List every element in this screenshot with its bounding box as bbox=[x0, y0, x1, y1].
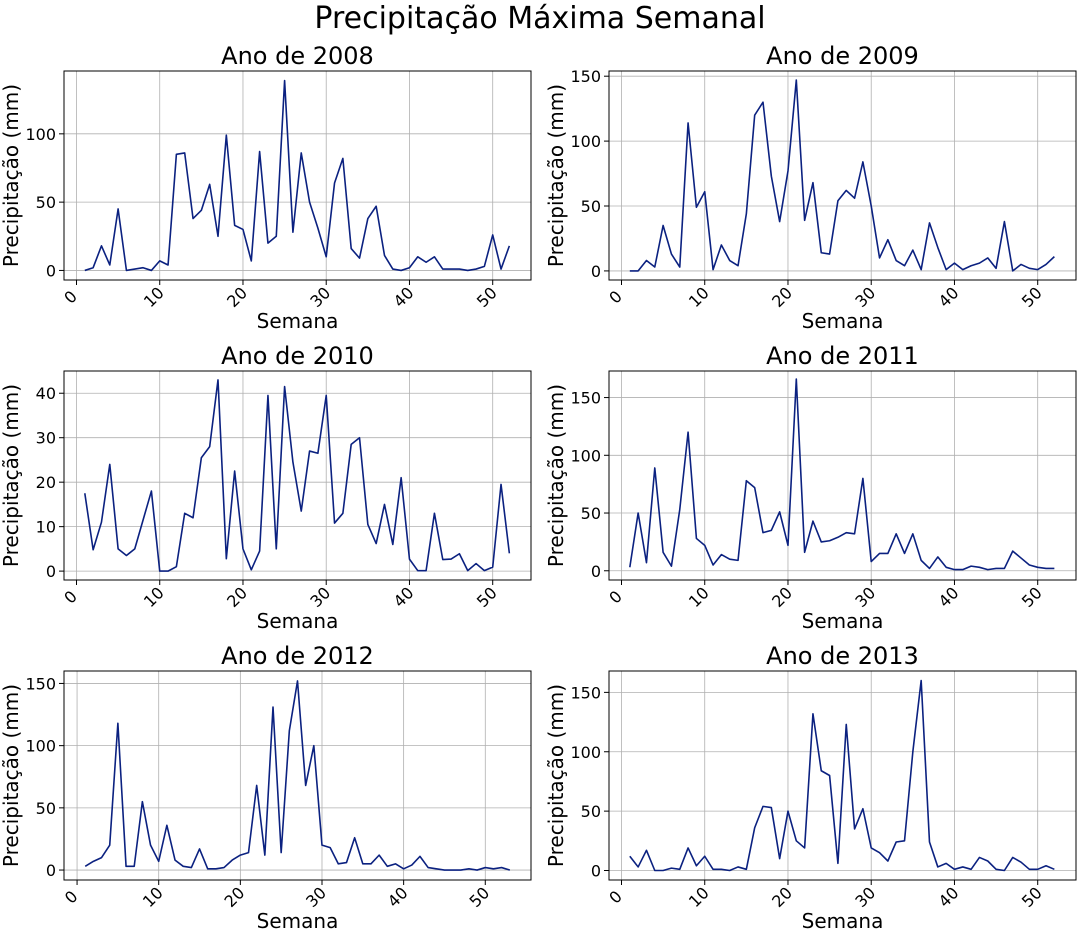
y-tick-label: 0 bbox=[591, 562, 601, 581]
x-tick-label: 0 bbox=[60, 287, 81, 308]
y-tick-label: 150 bbox=[25, 674, 56, 693]
x-tick-label: 30 bbox=[851, 283, 879, 311]
axes-frame bbox=[608, 370, 1077, 581]
x-tick-label: 10 bbox=[685, 883, 713, 911]
y-axis-label: Precipitação (mm) bbox=[0, 684, 23, 867]
data-line bbox=[84, 680, 511, 871]
y-axis-label: Precipitação (mm) bbox=[544, 684, 568, 867]
y-tick-label: 10 bbox=[36, 518, 56, 537]
x-tick-label: 40 bbox=[935, 883, 963, 911]
y-tick-label: 100 bbox=[25, 737, 56, 756]
data-line bbox=[84, 379, 511, 572]
x-axis-label: Semana bbox=[257, 309, 339, 333]
subplot-title: Ano de 2009 bbox=[766, 42, 919, 70]
x-tick-label: 20 bbox=[768, 583, 796, 611]
x-tick-label: 30 bbox=[851, 583, 879, 611]
x-tick-label: 40 bbox=[935, 583, 963, 611]
axes-frame bbox=[63, 370, 532, 581]
x-axis-label: Semana bbox=[802, 309, 884, 333]
x-tick-label: 0 bbox=[60, 587, 81, 608]
data-line bbox=[629, 79, 1055, 272]
subplot-title: Ano de 2011 bbox=[766, 342, 919, 370]
subplot-6: 0 10 20 30 40 50 0 50 100 150 Ano de 2013 Semana Pre… bbox=[544, 642, 1077, 933]
y-tick-label: 150 bbox=[570, 389, 601, 408]
y-tick-label: 50 bbox=[581, 197, 601, 216]
y-tick-label: 50 bbox=[581, 802, 601, 821]
x-axis-label: Semana bbox=[257, 909, 339, 933]
axes-frame bbox=[608, 70, 1077, 281]
subplot-5: 0 10 20 30 40 50 0 50 100 150 Ano de 2012 Semana Pre… bbox=[0, 642, 532, 933]
y-tick-label: 150 bbox=[570, 67, 601, 86]
x-tick-label: 30 bbox=[302, 883, 330, 911]
x-tick-label: 0 bbox=[605, 887, 626, 908]
x-tick-label: 30 bbox=[306, 583, 334, 611]
y-tick-label: 100 bbox=[570, 132, 601, 151]
subplot-2: 0 10 20 30 40 50 0 50 100 150 Ano de 2009 Semana Pre… bbox=[544, 42, 1077, 333]
axes-frame bbox=[63, 670, 532, 881]
axes-frame bbox=[63, 70, 532, 281]
subplot-1: 0 10 20 30 40 50 0 50 100 Ano de 2008 Semana Precip… bbox=[0, 42, 532, 333]
x-tick-label: 50 bbox=[1018, 883, 1046, 911]
x-axis-label: Semana bbox=[257, 609, 339, 633]
subplot-title: Ano de 2013 bbox=[766, 642, 919, 670]
y-tick-label: 0 bbox=[46, 562, 56, 581]
x-tick-label: 10 bbox=[139, 883, 167, 911]
x-tick-label: 50 bbox=[1018, 583, 1046, 611]
x-tick-label: 20 bbox=[768, 883, 796, 911]
subplot-title: Ano de 2010 bbox=[221, 342, 374, 370]
x-tick-label: 40 bbox=[390, 583, 418, 611]
x-tick-label: 40 bbox=[935, 283, 963, 311]
subplot-4: 0 10 20 30 40 50 0 50 100 150 Ano de 2011 Semana Pre… bbox=[544, 342, 1077, 633]
subplot-title: Ano de 2012 bbox=[221, 642, 374, 670]
x-tick-label: 0 bbox=[605, 287, 626, 308]
x-tick-label: 10 bbox=[685, 583, 713, 611]
x-axis-label: Semana bbox=[802, 609, 884, 633]
subplot-title: Ano de 2008 bbox=[221, 42, 374, 70]
x-tick-label: 10 bbox=[140, 283, 168, 311]
x-tick-label: 50 bbox=[1018, 283, 1046, 311]
x-tick-label: 10 bbox=[140, 583, 168, 611]
y-tick-label: 150 bbox=[570, 683, 601, 702]
y-axis-label: Precipitação (mm) bbox=[0, 84, 23, 267]
x-tick-label: 40 bbox=[384, 883, 412, 911]
y-tick-label: 50 bbox=[581, 504, 601, 523]
x-tick-label: 20 bbox=[768, 283, 796, 311]
x-tick-label: 20 bbox=[221, 883, 249, 911]
x-tick-label: 50 bbox=[473, 583, 501, 611]
y-tick-label: 0 bbox=[591, 262, 601, 281]
data-line bbox=[629, 679, 1055, 872]
x-tick-label: 40 bbox=[390, 283, 418, 311]
y-tick-label: 0 bbox=[46, 861, 56, 880]
data-line bbox=[629, 378, 1055, 571]
x-tick-label: 0 bbox=[605, 587, 626, 608]
data-line bbox=[84, 79, 511, 272]
axes-frame bbox=[608, 670, 1077, 881]
y-tick-label: 100 bbox=[570, 743, 601, 762]
y-tick-label: 0 bbox=[46, 261, 56, 280]
x-axis-label: Semana bbox=[802, 909, 884, 933]
y-axis-label: Precipitação (mm) bbox=[0, 384, 23, 567]
subplot-3: 0 10 20 30 40 50 0 10 20 30 40 Ano de 2010 Semana Pre… bbox=[0, 342, 532, 633]
y-tick-label: 40 bbox=[36, 384, 56, 403]
y-tick-label: 30 bbox=[36, 429, 56, 448]
x-tick-label: 30 bbox=[851, 883, 879, 911]
x-tick-label: 20 bbox=[223, 283, 251, 311]
y-tick-label: 100 bbox=[25, 125, 56, 144]
x-tick-label: 50 bbox=[465, 883, 493, 911]
x-tick-label: 0 bbox=[61, 887, 82, 908]
x-tick-label: 50 bbox=[473, 283, 501, 311]
y-tick-label: 100 bbox=[570, 446, 601, 465]
y-axis-label: Precipitação (mm) bbox=[544, 84, 568, 267]
y-tick-label: 50 bbox=[36, 799, 56, 818]
y-tick-label: 0 bbox=[591, 862, 601, 881]
y-tick-label: 50 bbox=[36, 193, 56, 212]
y-axis-label: Precipitação (mm) bbox=[544, 384, 568, 567]
x-tick-label: 20 bbox=[223, 583, 251, 611]
figure-title: Precipitação Máxima Semanal bbox=[314, 1, 765, 36]
x-tick-label: 10 bbox=[685, 283, 713, 311]
y-tick-label: 20 bbox=[36, 473, 56, 492]
x-tick-label: 30 bbox=[306, 283, 334, 311]
